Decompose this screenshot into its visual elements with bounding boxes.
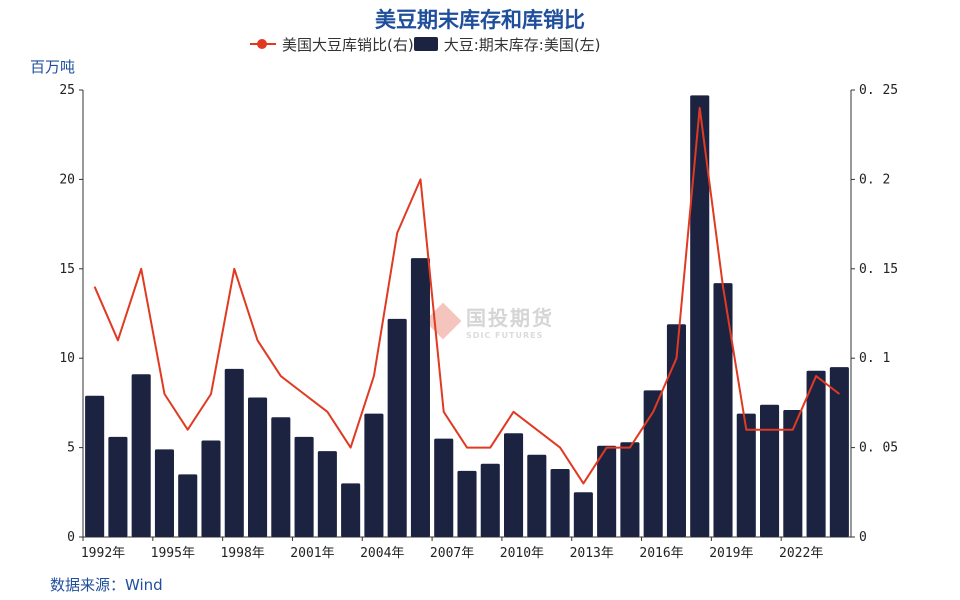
bar <box>760 404 780 537</box>
y-left-tick-label: 15 <box>59 262 75 277</box>
bar <box>271 417 291 537</box>
bar <box>806 370 826 537</box>
bar <box>410 258 430 537</box>
y-right-tick-label: 0. 2 <box>859 172 890 187</box>
bar <box>201 440 221 537</box>
x-tick-label: 2022年 <box>779 546 823 561</box>
bar <box>341 483 361 537</box>
legend-item-stock: 大豆:期末库存:美国(左) <box>413 34 601 55</box>
bar <box>666 324 686 537</box>
watermark-english: SDIC FUTURES <box>466 331 544 340</box>
bar <box>480 463 500 537</box>
legend-item-ratio: 美国大豆库销比(右) <box>250 34 414 55</box>
bar <box>85 395 105 537</box>
bar <box>434 438 454 537</box>
bar <box>364 413 384 537</box>
bar <box>713 283 733 537</box>
y-left-tick-label: 10 <box>59 351 75 366</box>
y-axis-unit-label: 百万吨 <box>30 58 76 76</box>
y-right-tick-label: 0 <box>859 530 867 545</box>
x-tick-label: 2010年 <box>500 546 544 561</box>
bar <box>457 470 477 537</box>
bar <box>248 397 268 537</box>
x-tick-label: 1998年 <box>220 546 264 561</box>
y-right-tick-label: 0. 1 <box>859 351 890 366</box>
x-tick-label: 2019年 <box>709 546 753 561</box>
bar <box>620 442 640 537</box>
x-tick-label: 2004年 <box>360 546 404 561</box>
legend-label-stock: 大豆:期末库存:美国(左) <box>443 35 601 54</box>
x-tick-label: 2007年 <box>430 546 474 561</box>
x-tick-label: 1995年 <box>151 546 195 561</box>
bar <box>597 445 617 537</box>
y-right-tick-label: 0. 15 <box>859 262 898 277</box>
bar <box>690 95 710 537</box>
y-right-tick-label: 0. 25 <box>859 83 898 98</box>
bar <box>643 390 663 537</box>
x-tick-label: 1992年 <box>81 546 125 561</box>
legend-bar-swatch-icon <box>413 37 438 51</box>
x-tick-label: 2001年 <box>290 546 334 561</box>
bar <box>573 492 593 537</box>
watermark: 国投期货 SDIC FUTURES <box>424 302 554 340</box>
bar <box>317 451 337 537</box>
bar <box>294 436 314 537</box>
y-right-tick-label: 0. 05 <box>859 441 898 456</box>
bar <box>108 436 128 537</box>
bar <box>736 413 756 537</box>
x-tick-label: 2013年 <box>570 546 614 561</box>
y-left-tick-label: 5 <box>67 441 75 456</box>
y-left-tick-label: 25 <box>59 83 75 98</box>
bar <box>178 474 198 537</box>
chart-title: 美豆期末库存和库销比 <box>375 8 585 32</box>
bar <box>224 368 244 537</box>
bar <box>387 318 407 537</box>
bar <box>829 367 849 537</box>
chart-legend: 美国大豆库销比(右) 大豆:期末库存:美国(左) <box>250 33 601 55</box>
x-tick-label: 2016年 <box>639 546 683 561</box>
y-left-tick-label: 20 <box>59 172 75 187</box>
watermark-name: 国投期货 <box>466 306 554 330</box>
bar <box>527 454 547 537</box>
legend-label-ratio: 美国大豆库销比(右) <box>282 35 414 54</box>
y-left-tick-label: 0 <box>67 530 75 545</box>
bar <box>783 410 803 537</box>
bar <box>550 469 570 537</box>
legend-line-marker-icon <box>250 37 276 51</box>
bar <box>504 433 524 537</box>
source-label: 数据来源：Wind <box>50 576 163 594</box>
bar <box>131 374 151 537</box>
bar <box>154 449 174 537</box>
